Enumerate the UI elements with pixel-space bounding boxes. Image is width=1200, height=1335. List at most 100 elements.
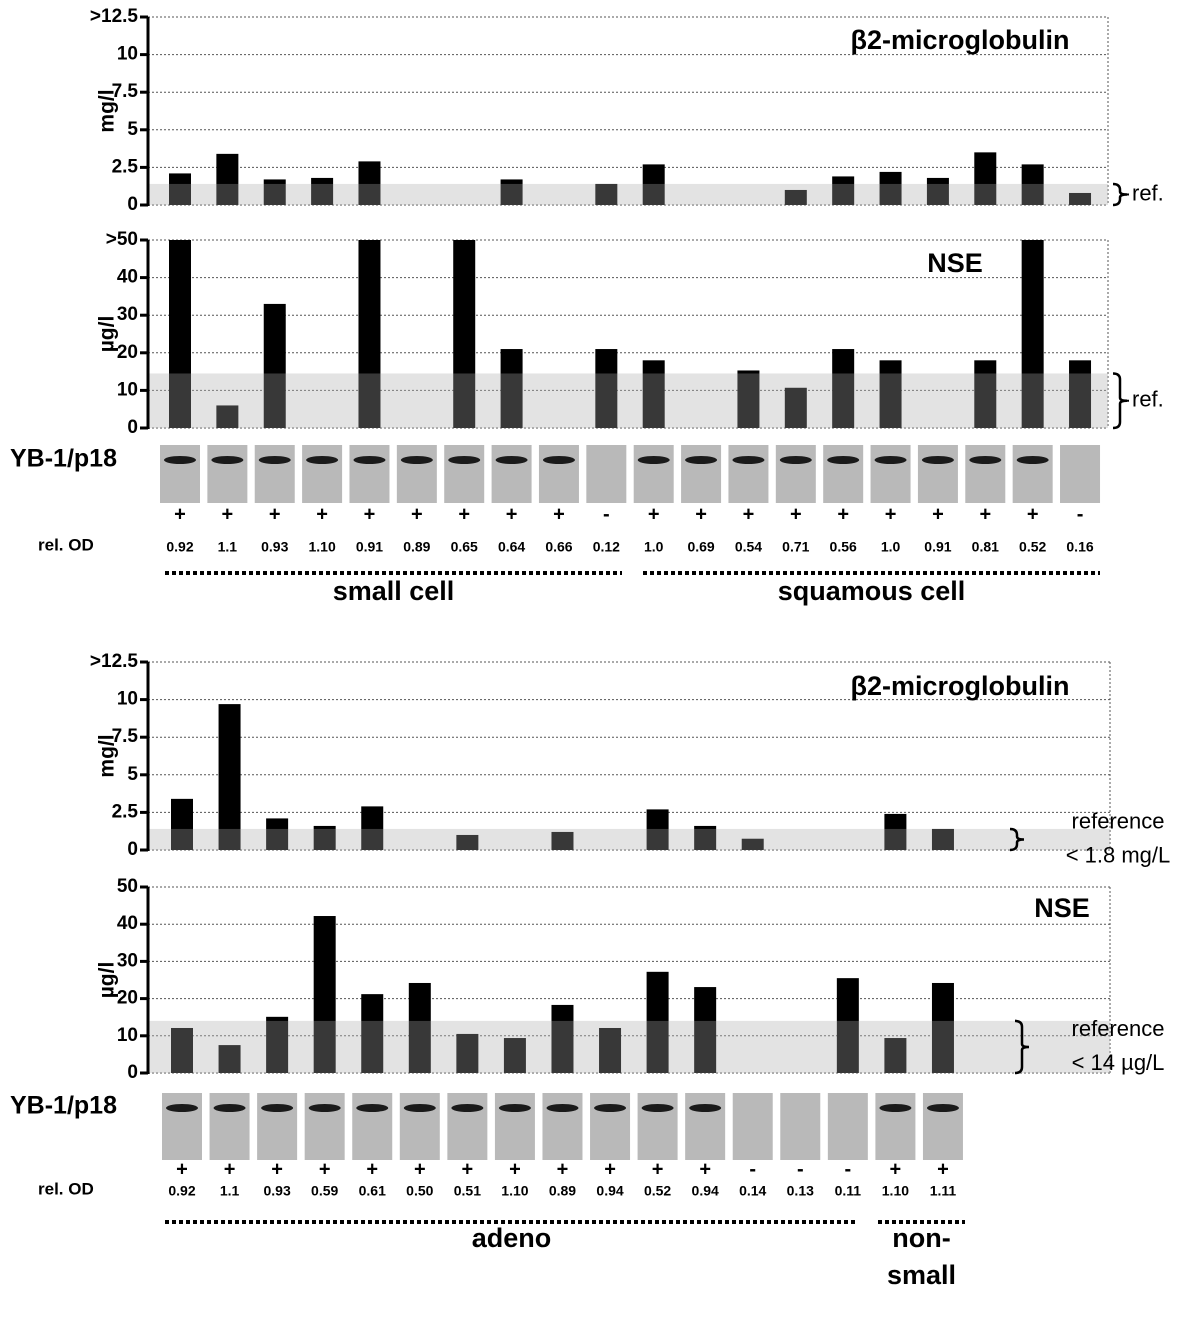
y-tick-label: 7.5 [112,81,139,102]
y-tick-label: 7.5 [112,726,139,747]
bar [884,813,907,850]
bar [358,240,381,428]
y-axis-label: mg/l [96,734,119,777]
y-tick-label: 10 [117,689,138,710]
y-tick-label: 5 [127,119,138,140]
bar [216,153,239,205]
blot-band [498,1104,531,1112]
bar [646,809,669,850]
rel-od: 0.64 [498,539,525,555]
reference-label: reference [1072,808,1165,833]
rel-od: 0.51 [454,1183,481,1199]
blot-lane [590,1093,631,1160]
blot-lane [254,445,295,503]
reference-overlay [148,1020,1110,1073]
rel-od: 0.56 [830,539,857,555]
rel-od: 0.91 [356,539,383,555]
sign: + [790,503,802,525]
bar [694,825,717,850]
bar [1021,164,1044,205]
blot-lane [494,1093,535,1160]
bar [551,831,574,850]
blot-band [164,456,196,464]
sign: + [174,503,186,525]
sign: + [604,1158,616,1180]
bar [926,177,949,205]
bar [642,164,665,205]
rel-od: 0.69 [687,539,714,555]
sign: - [845,1158,852,1180]
blot-label: YB-1/p18 [10,1092,117,1120]
sign: + [743,503,755,525]
y-tick-label: 0 [127,417,138,438]
y-tick-label: 40 [117,267,138,288]
blot-band [261,1104,294,1112]
bar [642,360,665,428]
rel-od: 1.11 [930,1183,957,1199]
blot-band [1016,456,1049,464]
reference-brace [1112,182,1128,207]
bar [832,349,855,428]
blot-lane [444,445,485,503]
rel-od: 0.91 [924,539,951,555]
blot-band [969,456,1002,464]
blot-band [400,456,433,464]
reference-overlay [148,373,1108,428]
y-axis-label: µg/l [96,316,119,353]
blot-lane [304,1093,345,1160]
blot-band [495,456,528,464]
sign: + [411,503,423,525]
y-tick-label: 20 [117,988,138,1009]
reference-band [148,828,1110,850]
rel-od: 0.54 [735,539,762,555]
chart-title: NSE [927,248,983,278]
sign: + [885,503,897,525]
rel-od: 0.59 [311,1183,338,1199]
blot-lane [732,1093,773,1160]
blot-band [637,456,670,464]
rel-od: 0.52 [644,1183,671,1199]
bar [313,825,336,850]
sign: + [937,1158,949,1180]
y-tick-label: 10 [117,1025,138,1046]
rel-od: 0.50 [406,1183,433,1199]
sign: + [366,1158,378,1180]
blot-band [546,1104,579,1112]
sign: + [557,1158,569,1180]
y-tick-label: 50 [117,876,138,897]
blot-band [874,456,907,464]
blot-band [732,456,765,464]
bar [171,1027,193,1073]
blot-lane [1060,445,1101,503]
bar [1069,192,1092,205]
rel-od: 0.66 [545,539,572,555]
bar [361,994,384,1073]
bar [358,161,381,205]
rel-od: 0.12 [593,539,620,555]
bar [832,176,855,205]
bar [171,798,193,850]
blot-lane [447,1093,488,1160]
blot-band [879,1104,912,1112]
bar [361,806,384,850]
bar [456,834,479,850]
sign: - [797,1158,804,1180]
group-label: squamous cell [778,576,966,606]
reference-label: < 1.8 mg/L [1066,842,1171,867]
blot-lane [257,1093,298,1160]
blot-lane [302,445,343,503]
y-tick-label: 2.5 [112,156,139,177]
blot-lane [775,445,816,503]
bar [500,349,523,428]
rel-od: 0.52 [1019,539,1046,555]
rel-od: 0.71 [782,539,809,555]
blot-band [306,456,339,464]
sign: + [364,503,376,525]
blot-band [921,456,954,464]
rel-od: 0.13 [787,1183,814,1199]
blot-lane [349,445,390,503]
y-tick-label: 5 [127,764,138,785]
bar [218,1045,241,1073]
rel-od: 0.94 [692,1183,719,1199]
